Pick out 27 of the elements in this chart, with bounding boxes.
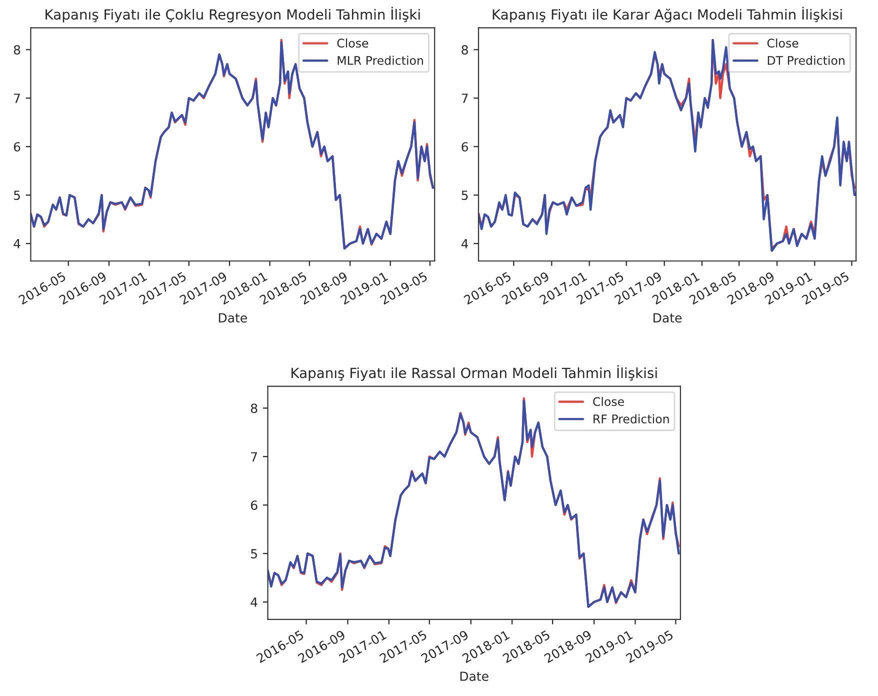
x-axis-title: Date <box>654 313 682 323</box>
chart-title: Kapanış Fiyatı ile Rassal Orman Modeli Tahmin İlişkisi <box>292 365 657 381</box>
legend-label: MLR Prediction <box>338 56 423 65</box>
y-tick-label: 6 <box>250 500 258 510</box>
x-axis-title: Date <box>218 313 247 323</box>
legend-label: Close <box>593 396 624 406</box>
legend-label: DT Prediction <box>768 56 844 65</box>
y-tick-label: 7 <box>462 94 468 103</box>
chart-title: Kapanış Fiyatı ile Karar Ağacı Modeli Tahmin İlişkisi <box>492 6 842 22</box>
y-tick-label: 6 <box>462 142 468 152</box>
y-tick-label: 7 <box>251 452 257 462</box>
y-tick-label: 6 <box>14 142 20 152</box>
y-tick-label: 5 <box>462 190 468 200</box>
y-tick-label: 8 <box>250 404 258 414</box>
x-axis-title: Date <box>460 672 488 681</box>
y-tick-label: 4 <box>461 239 468 248</box>
legend-label: Close <box>767 38 798 48</box>
y-tick-label: 4 <box>250 598 258 607</box>
y-tick-label: 5 <box>251 549 257 558</box>
y-tick-label: 7 <box>14 94 20 103</box>
legend-label: RF Prediction <box>594 414 669 424</box>
y-tick-label: 8 <box>14 45 20 55</box>
y-tick-label: 5 <box>14 190 20 200</box>
y-tick-label: 8 <box>462 45 468 55</box>
chart-title: Kapanış Fiyatı ile Çoklu Regresyon Modeli Tahmin İlişki <box>46 6 420 22</box>
y-tick-label: 4 <box>14 239 20 248</box>
legend-label: Close <box>337 38 368 48</box>
